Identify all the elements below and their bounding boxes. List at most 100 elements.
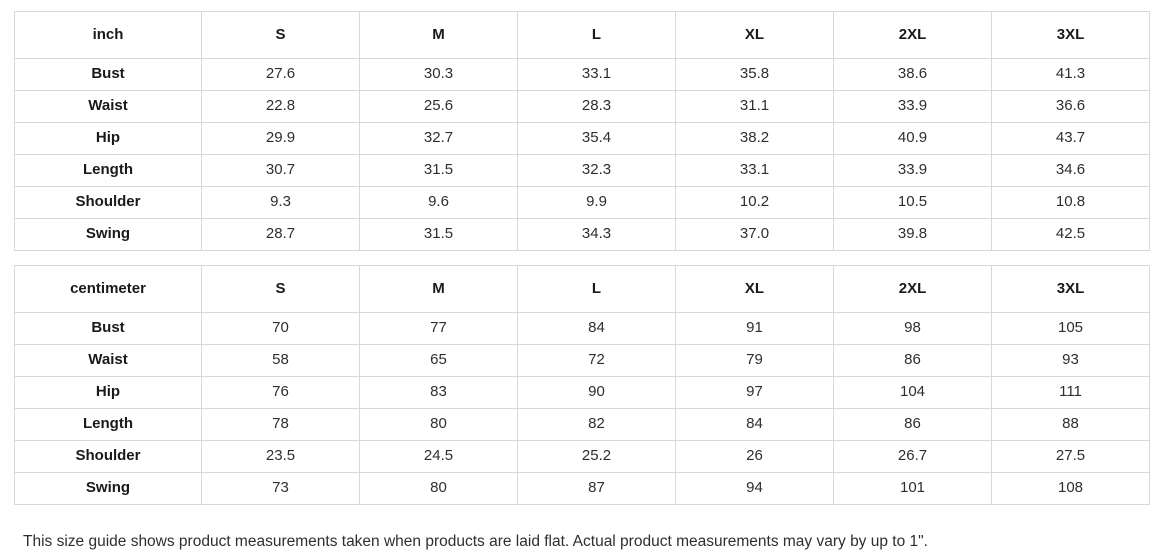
- size-header-cell-m: M: [359, 265, 518, 313]
- size-guide-note: This size guide shows product measuremen…: [23, 533, 928, 550]
- measurement-value: 58: [201, 344, 360, 377]
- table-row: Bust 70 77 84 91 98 105: [14, 312, 1150, 345]
- measurement-value: 28.3: [517, 90, 676, 123]
- measurement-value: 36.6: [991, 90, 1150, 123]
- measurement-value: 31.5: [359, 154, 518, 187]
- size-table-inch: inch S M L XL 2XL 3XL Bust 27.6 30.3 33.…: [14, 11, 1150, 251]
- table-row: Swing 73 80 87 94 101 108: [14, 472, 1150, 505]
- table-row: Bust 27.6 30.3 33.1 35.8 38.6 41.3: [14, 58, 1150, 91]
- table-header-row: centimeter S M L XL 2XL 3XL: [14, 265, 1150, 313]
- measurement-value: 23.5: [201, 440, 360, 473]
- measurement-value: 78: [201, 408, 360, 441]
- measurement-value: 93: [991, 344, 1150, 377]
- measurement-value: 35.8: [675, 58, 834, 91]
- measurement-value: 33.9: [833, 154, 992, 187]
- measurement-label: Length: [14, 408, 202, 441]
- measurement-value: 42.5: [991, 218, 1150, 251]
- measurement-value: 80: [359, 408, 518, 441]
- measurement-value: 72: [517, 344, 676, 377]
- measurement-value: 10.2: [675, 186, 834, 219]
- measurement-label: Swing: [14, 472, 202, 505]
- measurement-value: 77: [359, 312, 518, 345]
- table-row: Length 30.7 31.5 32.3 33.1 33.9 34.6: [14, 154, 1150, 187]
- measurement-value: 104: [833, 376, 992, 409]
- measurement-value: 32.7: [359, 122, 518, 155]
- measurement-value: 40.9: [833, 122, 992, 155]
- measurement-value: 22.8: [201, 90, 360, 123]
- measurement-value: 9.9: [517, 186, 676, 219]
- size-header-cell-s: S: [201, 265, 360, 313]
- measurement-value: 79: [675, 344, 834, 377]
- measurement-value: 70: [201, 312, 360, 345]
- measurement-value: 108: [991, 472, 1150, 505]
- measurement-value: 97: [675, 376, 834, 409]
- measurement-label: Swing: [14, 218, 202, 251]
- size-table-inch-container: inch S M L XL 2XL 3XL Bust 27.6 30.3 33.…: [14, 11, 1150, 251]
- measurement-value: 86: [833, 344, 992, 377]
- measurement-label: Shoulder: [14, 440, 202, 473]
- size-table-inch-body: inch S M L XL 2XL 3XL Bust 27.6 30.3 33.…: [14, 11, 1150, 251]
- size-header-cell-xl: XL: [675, 265, 834, 313]
- measurement-value: 65: [359, 344, 518, 377]
- table-row: Hip 76 83 90 97 104 111: [14, 376, 1150, 409]
- measurement-value: 84: [675, 408, 834, 441]
- table-row: Shoulder 9.3 9.6 9.9 10.2 10.5 10.8: [14, 186, 1150, 219]
- table-row: Waist 22.8 25.6 28.3 31.1 33.9 36.6: [14, 90, 1150, 123]
- measurement-value: 37.0: [675, 218, 834, 251]
- measurement-value: 29.9: [201, 122, 360, 155]
- measurement-value: 25.2: [517, 440, 676, 473]
- measurement-value: 87: [517, 472, 676, 505]
- measurement-value: 33.1: [675, 154, 834, 187]
- measurement-value: 38.6: [833, 58, 992, 91]
- measurement-value: 84: [517, 312, 676, 345]
- measurement-value: 34.3: [517, 218, 676, 251]
- size-header-cell-2xl: 2XL: [833, 265, 992, 313]
- measurement-label: Hip: [14, 122, 202, 155]
- measurement-value: 24.5: [359, 440, 518, 473]
- measurement-value: 26: [675, 440, 834, 473]
- measurement-value: 28.7: [201, 218, 360, 251]
- measurement-value: 83: [359, 376, 518, 409]
- measurement-value: 105: [991, 312, 1150, 345]
- measurement-label: Hip: [14, 376, 202, 409]
- unit-header-cell: inch: [14, 11, 202, 59]
- table-row: Shoulder 23.5 24.5 25.2 26 26.7 27.5: [14, 440, 1150, 473]
- measurement-value: 35.4: [517, 122, 676, 155]
- measurement-value: 10.5: [833, 186, 992, 219]
- measurement-label: Shoulder: [14, 186, 202, 219]
- measurement-value: 76: [201, 376, 360, 409]
- measurement-value: 111: [991, 376, 1150, 409]
- measurement-value: 10.8: [991, 186, 1150, 219]
- measurement-value: 32.3: [517, 154, 676, 187]
- measurement-value: 27.6: [201, 58, 360, 91]
- measurement-value: 43.7: [991, 122, 1150, 155]
- measurement-value: 94: [675, 472, 834, 505]
- table-header-row: inch S M L XL 2XL 3XL: [14, 11, 1150, 59]
- size-header-cell-3xl: 3XL: [991, 11, 1150, 59]
- measurement-value: 31.5: [359, 218, 518, 251]
- measurement-value: 82: [517, 408, 676, 441]
- measurement-value: 9.6: [359, 186, 518, 219]
- measurement-value: 27.5: [991, 440, 1150, 473]
- table-row: Hip 29.9 32.7 35.4 38.2 40.9 43.7: [14, 122, 1150, 155]
- measurement-label: Length: [14, 154, 202, 187]
- size-header-cell-s: S: [201, 11, 360, 59]
- table-row: Length 78 80 82 84 86 88: [14, 408, 1150, 441]
- size-header-cell-l: L: [517, 265, 676, 313]
- measurement-value: 34.6: [991, 154, 1150, 187]
- measurement-value: 30.7: [201, 154, 360, 187]
- measurement-label: Bust: [14, 312, 202, 345]
- measurement-value: 73: [201, 472, 360, 505]
- size-header-cell-3xl: 3XL: [991, 265, 1150, 313]
- size-header-cell-xl: XL: [675, 11, 834, 59]
- size-table-centimeter-container: centimeter S M L XL 2XL 3XL Bust 70 77 8…: [14, 265, 1150, 505]
- measurement-value: 9.3: [201, 186, 360, 219]
- measurement-value: 26.7: [833, 440, 992, 473]
- measurement-value: 91: [675, 312, 834, 345]
- size-header-cell-m: M: [359, 11, 518, 59]
- measurement-label: Waist: [14, 90, 202, 123]
- size-table-centimeter-body: centimeter S M L XL 2XL 3XL Bust 70 77 8…: [14, 265, 1150, 505]
- measurement-value: 101: [833, 472, 992, 505]
- measurement-label: Waist: [14, 344, 202, 377]
